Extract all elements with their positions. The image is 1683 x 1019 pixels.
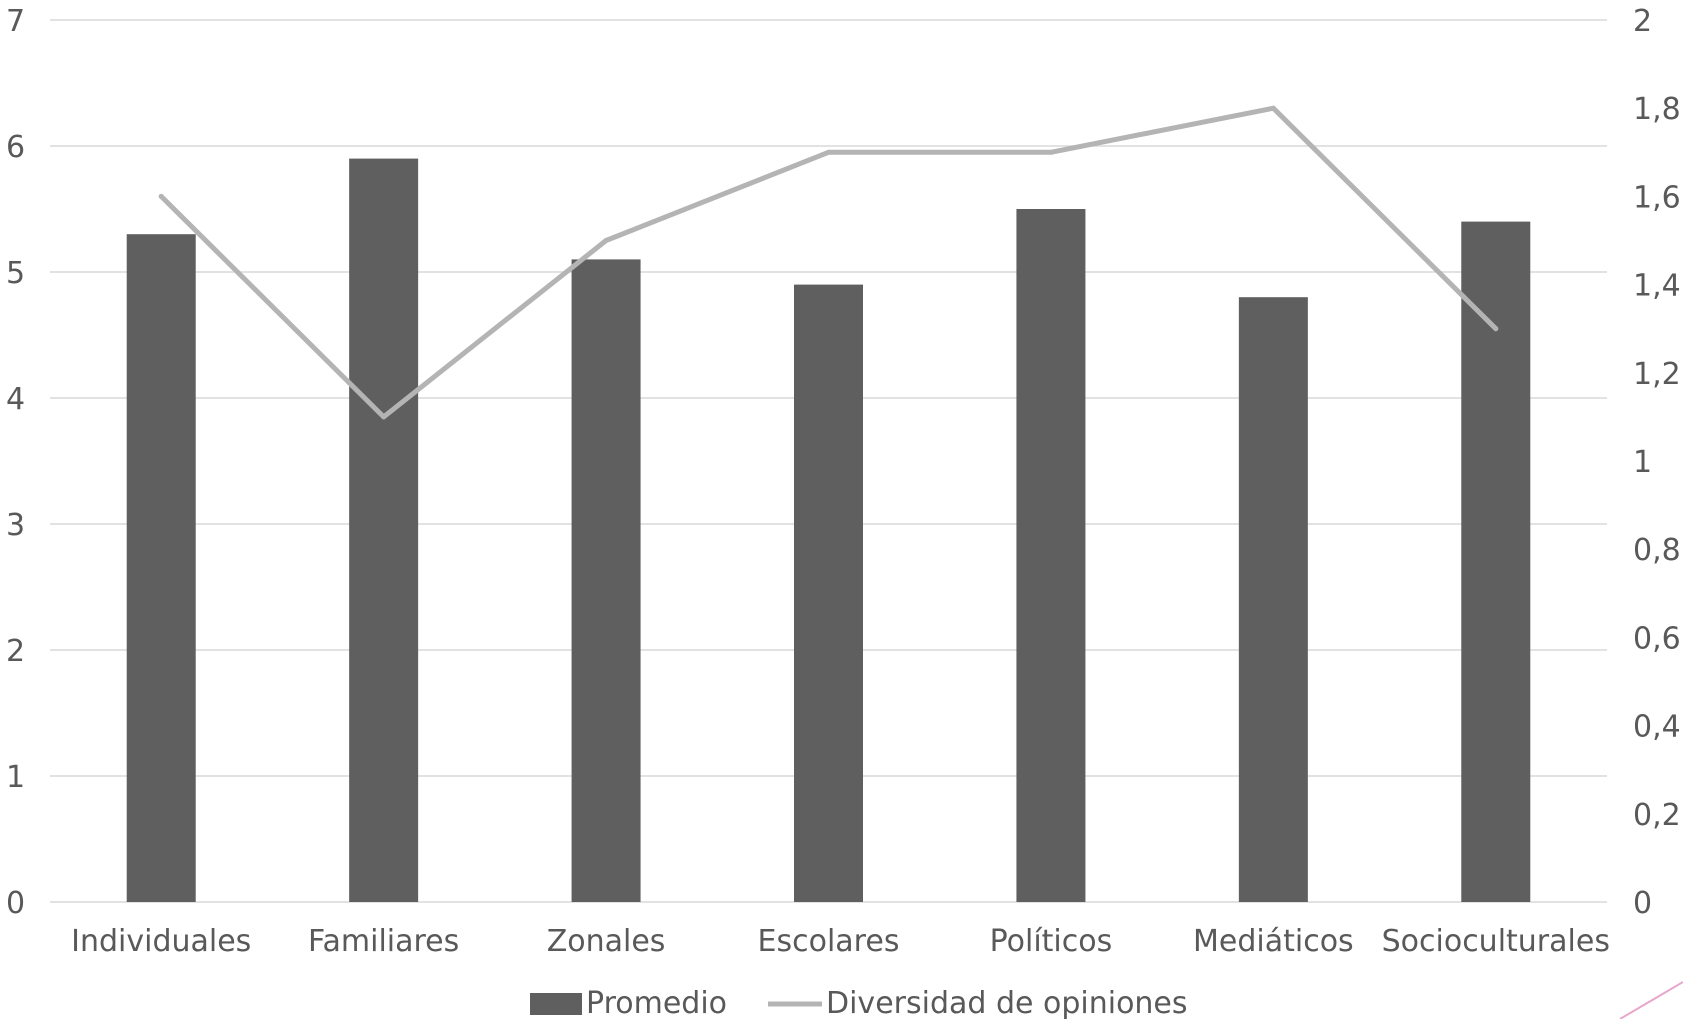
legend-label-diversidad: Diversidad de opiniones: [826, 986, 1188, 1019]
right-tick-label: 0,4: [1633, 710, 1681, 745]
right-tick-label: 0,6: [1633, 621, 1681, 656]
left-tick-label: 2: [6, 634, 25, 669]
line-series-diversidad: [158, 105, 1499, 420]
right-tick-label: 0,8: [1633, 533, 1681, 568]
left-tick-label: 4: [6, 382, 25, 417]
category-label: Políticos: [990, 924, 1113, 959]
category-label: Individuales: [71, 924, 251, 959]
corner-decoration: [1619, 981, 1683, 1019]
left-tick-label: 3: [6, 508, 25, 543]
left-tick-label: 5: [6, 256, 25, 291]
right-tick-label: 0,2: [1633, 798, 1681, 833]
bar: [349, 158, 419, 903]
line-point: [158, 193, 164, 199]
legend-swatch-promedio: [530, 993, 582, 1015]
category-label: Mediáticos: [1193, 924, 1354, 959]
line-point: [603, 238, 609, 243]
bar: [1461, 221, 1531, 903]
category-label: Zonales: [547, 924, 666, 959]
bar: [794, 284, 863, 903]
left-tick-label: 0: [6, 886, 25, 921]
category-label: Familiares: [308, 924, 459, 959]
category-labels: Individuales Familiares Zonales Escolares Po…: [71, 924, 1610, 959]
bar: [126, 234, 196, 902]
legend-label-promedio: Promedio: [586, 986, 727, 1019]
line-point: [381, 414, 387, 420]
bar: [1016, 209, 1086, 902]
left-tick-label: 7: [6, 4, 25, 39]
right-tick-label: 1,4: [1633, 269, 1681, 304]
bar: [571, 259, 641, 902]
right-tick-label: 1: [1633, 445, 1652, 480]
right-axis-ticks: 0 0,2 0,4 0,6 0,8 1 1,2 1,4 1,6 1,8 2: [1633, 4, 1681, 921]
right-tick-label: 1,6: [1633, 180, 1681, 215]
right-tick-label: 1,8: [1633, 92, 1681, 127]
right-tick-label: 0: [1633, 886, 1652, 921]
right-tick-label: 2: [1633, 4, 1652, 39]
line-point: [1493, 326, 1499, 332]
left-tick-label: 1: [6, 760, 25, 795]
legend: Promedio Diversidad de opiniones: [530, 986, 1188, 1019]
bar-series-promedio: [126, 158, 1531, 903]
line-point: [1048, 149, 1054, 155]
category-label: Socioculturales: [1382, 924, 1610, 959]
category-label: Escolares: [758, 924, 900, 959]
right-tick-label: 1,2: [1633, 357, 1681, 392]
left-axis-ticks: 0 1 2 3 4 5 6 7: [6, 4, 25, 921]
bar: [1238, 297, 1308, 902]
line-point: [1270, 105, 1276, 111]
line-point: [826, 149, 831, 155]
left-tick-label: 6: [6, 130, 25, 165]
